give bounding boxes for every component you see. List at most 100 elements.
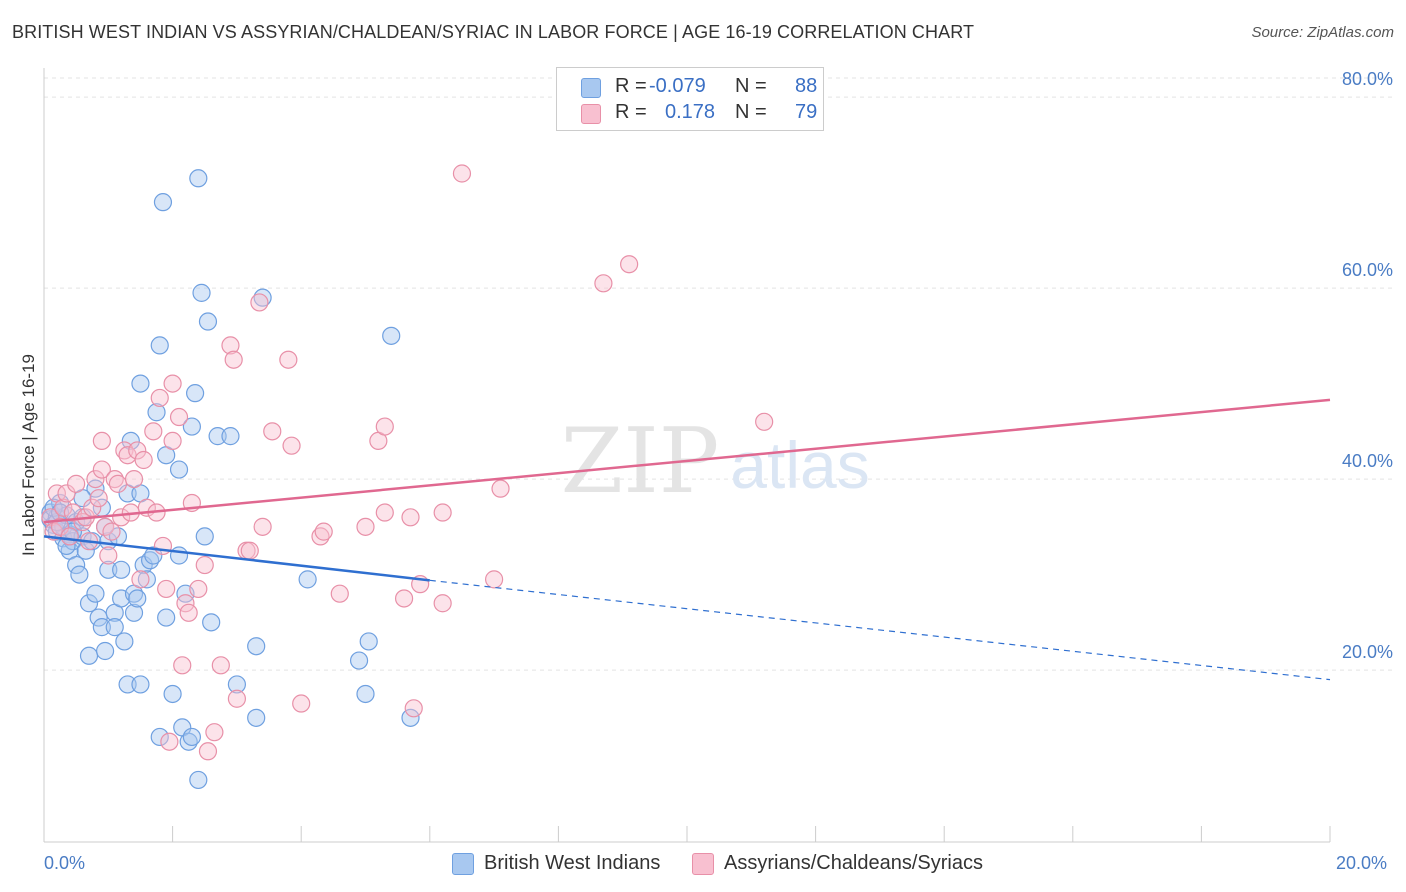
- point-assyrians: [173, 656, 192, 675]
- trend-line-assyrians: [43, 398, 1331, 524]
- point-british-west-indians: [382, 326, 401, 345]
- point-assyrians: [224, 350, 243, 369]
- point-assyrians: [128, 441, 147, 460]
- point-assyrians: [92, 431, 111, 450]
- point-british-west-indians: [247, 637, 266, 656]
- point-british-west-indians: [92, 618, 111, 637]
- point-british-west-indians: [131, 374, 150, 393]
- point-british-west-indians: [169, 460, 189, 479]
- legend-swatch-pink: [581, 104, 601, 124]
- stats-legend: R = -0.079 N = 88 R = 0.178 N = 79: [556, 67, 824, 131]
- point-assyrians: [54, 498, 73, 517]
- point-british-west-indians: [153, 193, 173, 212]
- point-british-west-indians: [359, 632, 378, 651]
- chart-title: BRITISH WEST INDIAN VS ASSYRIAN/CHALDEAN…: [12, 22, 975, 42]
- point-british-west-indians: [349, 651, 369, 670]
- point-assyrians: [240, 541, 259, 560]
- trend-lines: [43, 398, 1331, 681]
- y-tick-label: 20.0%: [1342, 642, 1393, 662]
- x-tick-right: 20.0%: [1336, 853, 1388, 873]
- point-assyrians: [433, 503, 452, 522]
- point-assyrians: [330, 584, 349, 603]
- point-british-west-indians: [189, 770, 208, 790]
- point-british-west-indians: [401, 708, 420, 727]
- point-assyrians: [292, 694, 311, 713]
- point-assyrians: [195, 555, 214, 575]
- point-assyrians: [134, 450, 153, 470]
- point-assyrians: [86, 470, 105, 489]
- point-assyrians: [112, 508, 131, 527]
- point-british-west-indians: [128, 589, 147, 608]
- point-british-west-indians: [189, 169, 208, 188]
- point-british-west-indians: [169, 546, 189, 565]
- point-assyrians: [198, 742, 218, 761]
- point-assyrians: [755, 412, 774, 431]
- point-assyrians: [375, 417, 394, 436]
- point-assyrians: [433, 594, 452, 613]
- legend-r-label: R =: [615, 101, 647, 123]
- legend-n-value: 79: [795, 101, 818, 123]
- point-british-west-indians: [131, 675, 150, 694]
- point-assyrians: [99, 546, 118, 565]
- point-assyrians: [279, 350, 298, 369]
- point-assyrians: [314, 522, 333, 541]
- point-british-west-indians: [298, 570, 317, 589]
- point-assyrians: [491, 479, 510, 498]
- point-british-west-indians: [79, 594, 99, 613]
- point-assyrians: [92, 460, 111, 479]
- series-swatch-pink: [692, 853, 714, 875]
- point-british-west-indians: [182, 417, 201, 436]
- series-name: British West Indians: [484, 852, 661, 874]
- axes: [43, 68, 1331, 843]
- point-assyrians: [144, 422, 163, 441]
- series-swatch-blue: [452, 853, 474, 875]
- point-assyrians: [124, 470, 144, 489]
- legend-r-value: -0.079: [649, 75, 706, 97]
- point-assyrians: [485, 570, 504, 589]
- point-assyrians: [131, 570, 150, 589]
- point-assyrians: [375, 503, 394, 522]
- point-british-west-indians: [99, 560, 118, 579]
- point-british-west-indians: [227, 675, 246, 694]
- y-tick-label: 40.0%: [1342, 451, 1393, 471]
- point-british-west-indians: [150, 336, 169, 355]
- point-british-west-indians: [356, 684, 375, 704]
- point-british-west-indians: [163, 684, 182, 704]
- point-assyrians: [452, 164, 472, 183]
- legend-n-label: N =: [735, 75, 767, 97]
- point-assyrians: [89, 489, 108, 508]
- point-assyrians: [50, 517, 70, 536]
- point-assyrians: [227, 689, 246, 708]
- point-british-west-indians: [192, 283, 211, 302]
- legend-r-value: 0.178: [665, 101, 716, 123]
- point-british-west-indians: [86, 479, 105, 498]
- point-assyrians: [108, 474, 128, 493]
- watermark-zip: ZIP: [561, 409, 720, 514]
- point-british-west-indians: [144, 546, 163, 565]
- point-british-west-indians: [182, 727, 201, 747]
- point-assyrians: [169, 407, 189, 427]
- point-british-west-indians: [147, 403, 166, 422]
- point-british-west-indians: [67, 555, 86, 575]
- point-british-west-indians: [150, 727, 169, 747]
- point-assyrians: [253, 517, 272, 536]
- point-assyrians: [179, 603, 198, 622]
- point-assyrians: [282, 436, 301, 455]
- point-assyrians: [153, 536, 173, 556]
- y-axis-label: In Labor Force | Age 16-19: [19, 354, 38, 556]
- point-assyrians: [57, 484, 76, 503]
- point-british-west-indians: [221, 427, 240, 446]
- trend-line-british-west-indians: [43, 535, 430, 582]
- point-assyrians: [594, 274, 613, 293]
- point-assyrians: [150, 388, 169, 408]
- point-assyrians: [163, 431, 182, 450]
- point-assyrians: [160, 732, 179, 751]
- legend-n-value: 88: [795, 75, 818, 97]
- point-assyrians: [263, 422, 282, 441]
- y-tick-label: 60.0%: [1342, 260, 1393, 280]
- point-assyrians: [394, 589, 414, 608]
- point-british-west-indians: [198, 312, 218, 331]
- point-assyrians: [620, 255, 639, 274]
- point-british-west-indians: [124, 603, 144, 622]
- point-assyrians: [189, 579, 208, 599]
